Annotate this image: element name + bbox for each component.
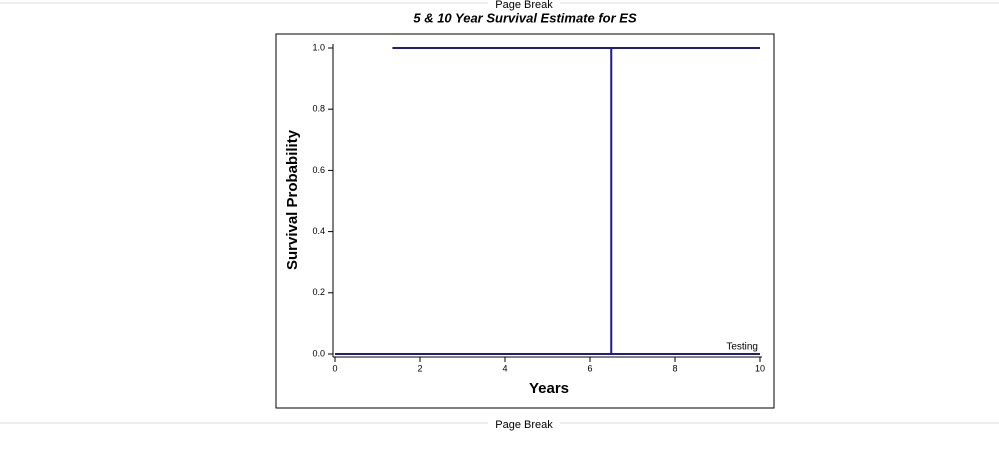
x-tick-label: 4 xyxy=(502,363,507,373)
y-tick-label: 0.2 xyxy=(312,287,325,297)
y-tick-label: 1.0 xyxy=(312,42,325,52)
x-tick-label: 8 xyxy=(672,363,677,373)
page-break-bg xyxy=(488,418,560,430)
x-tick-label: 6 xyxy=(587,363,592,373)
y-axis-label: Survival Probability xyxy=(284,129,301,270)
x-tick-label: 0 xyxy=(332,363,337,373)
x-tick-label: 2 xyxy=(417,363,422,373)
page-break: Page Break xyxy=(495,419,553,431)
curve-label: Testing xyxy=(726,342,758,353)
x-axis-label: Years xyxy=(529,380,569,397)
page-break-bg xyxy=(488,0,560,10)
y-tick-label: 0.6 xyxy=(312,165,325,175)
y-tick-label: 0.4 xyxy=(312,226,325,236)
chart-frame xyxy=(275,33,775,409)
y-tick-label: 0.0 xyxy=(312,348,325,358)
y-tick-label: 0.8 xyxy=(312,104,325,114)
chart-title: 5 & 10 Year Survival Estimate for ES xyxy=(413,10,637,25)
page-break: Page Break xyxy=(495,0,553,11)
x-tick-label: 10 xyxy=(755,363,765,373)
